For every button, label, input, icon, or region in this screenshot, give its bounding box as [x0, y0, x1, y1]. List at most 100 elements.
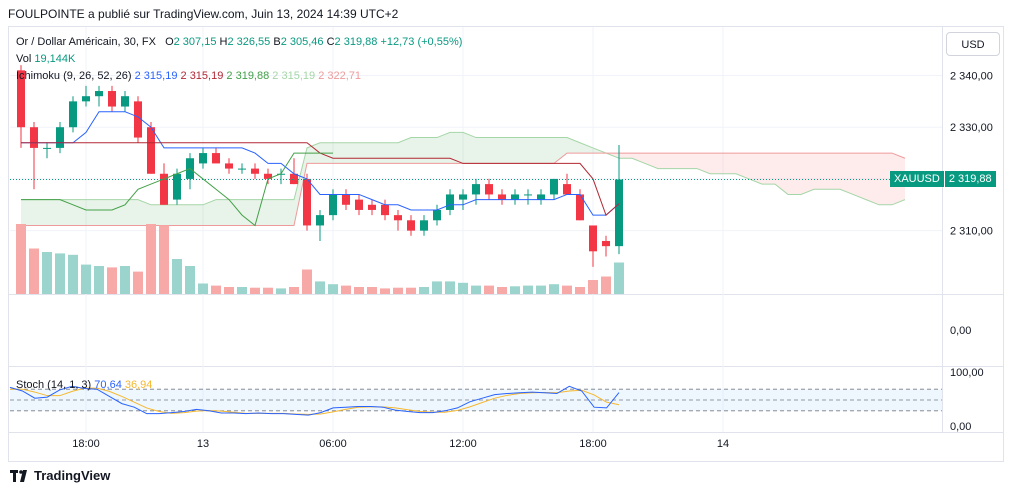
cloud-segment [242, 199, 255, 226]
cloud-segment [632, 153, 645, 164]
cloud-segment [333, 142, 346, 164]
candle-body [303, 178, 311, 226]
price-tick-label: 2 310,00 [950, 226, 993, 238]
price-tag-symbol: XAUUSD [890, 171, 944, 187]
volume-bar [198, 283, 208, 294]
candle-body [160, 173, 168, 205]
cloud-segment [281, 199, 294, 226]
volume-value: 19,144K [34, 53, 76, 65]
stoch-k-value: 70,64 [94, 379, 122, 391]
candle-body [56, 127, 64, 148]
cloud-segment [658, 153, 671, 169]
candle-body [108, 91, 116, 107]
volume-bar [120, 266, 130, 294]
cloud-segment [437, 132, 450, 164]
volume-bar [536, 285, 546, 294]
cloud-segment [73, 199, 86, 226]
candle-body [498, 194, 506, 200]
volume-bar [276, 288, 286, 294]
candle-body [121, 96, 129, 107]
candle-body [212, 153, 220, 164]
candle-body [95, 91, 103, 97]
candle-body [69, 101, 77, 128]
low-value: 2 305,46 [280, 36, 324, 48]
cloud-segment [138, 199, 151, 226]
time-tick-label: 18:00 [579, 438, 607, 450]
cloud-segment [359, 142, 372, 164]
brand-footer[interactable]: TradingView [10, 468, 110, 483]
candle-body [433, 209, 441, 221]
candle-body [459, 194, 467, 200]
close-value: 2 319,88 [334, 36, 378, 48]
candle-body [550, 178, 558, 195]
time-tick-label: 12:00 [449, 438, 477, 450]
volume-legend: Vol 19,144K [16, 53, 75, 65]
volume-bar [523, 285, 533, 294]
volume-bar [614, 262, 624, 294]
tenkan-value: 2 315,19 [134, 70, 178, 82]
cloud-segment [476, 137, 489, 164]
cloud-segment [723, 153, 736, 174]
candle-body [134, 101, 142, 138]
stoch-k-line [9, 385, 620, 416]
stoch-tick-label: 0,00 [950, 421, 971, 433]
cloud-segment [749, 153, 762, 185]
volume-bar [367, 287, 377, 294]
candle-body [316, 215, 324, 226]
volume-bar [302, 269, 312, 294]
candle-body [472, 184, 480, 195]
volume-bar [432, 281, 442, 294]
currency-button[interactable]: USD [946, 32, 1000, 56]
cloud-segment [697, 153, 710, 174]
volume-bar [81, 264, 91, 294]
kijun-value: 2 315,19 [180, 70, 224, 82]
time-tick-label: 13 [197, 438, 209, 450]
cloud-segment [710, 153, 723, 174]
symbol-name: Or / Dollar Américain, 30, FX [16, 36, 156, 48]
volume-bar [458, 282, 468, 294]
symbol-legend: Or / Dollar Américain, 30, FX O2 307,15 … [16, 36, 462, 48]
volume-bar [354, 287, 364, 294]
volume-bar [185, 266, 195, 294]
candle-body [563, 184, 571, 195]
open-value: 2 307,15 [173, 36, 217, 48]
cloud-segment [827, 153, 840, 190]
cloud-segment [294, 147, 307, 226]
low-label: B [273, 36, 281, 48]
candle-body [238, 168, 246, 170]
candle-body [537, 194, 545, 200]
candle-body [264, 173, 272, 179]
volume-bar [406, 287, 416, 294]
candle-body [30, 127, 38, 148]
cloud-segment [671, 153, 684, 169]
cloud-segment [398, 137, 411, 164]
candle-body [446, 194, 454, 210]
volume-bar [68, 254, 78, 294]
candle-body [420, 220, 428, 231]
cloud-segment [684, 153, 697, 169]
stoch-d-value: 36,94 [124, 379, 153, 391]
cloud-segment [424, 137, 437, 164]
cloud-segment [554, 137, 567, 164]
volume-bar [601, 276, 611, 294]
stochastic-pane [9, 385, 942, 416]
cloud-segment [385, 142, 398, 164]
volume-bar [588, 280, 598, 294]
cloud-segment [450, 132, 463, 164]
candle-body [576, 194, 584, 221]
publish-caption: FOULPOINTE a publié sur TradingView.com,… [8, 7, 399, 21]
volume-bar [549, 284, 559, 294]
price-tick-label: 2 340,00 [950, 71, 993, 83]
cloud-segment [151, 204, 164, 226]
volume-bar [29, 248, 39, 294]
volume-bar [133, 271, 143, 294]
cloud-segment [47, 199, 60, 226]
candle-body [381, 204, 389, 216]
span-a-value: 2 315,19 [272, 70, 316, 82]
cloud-segment [372, 142, 385, 164]
ichimoku-cloud [21, 131, 906, 226]
volume-tick-label: 0,00 [950, 325, 971, 337]
candle-body [615, 179, 623, 247]
candle-body [43, 147, 51, 149]
candle-body [394, 215, 402, 221]
